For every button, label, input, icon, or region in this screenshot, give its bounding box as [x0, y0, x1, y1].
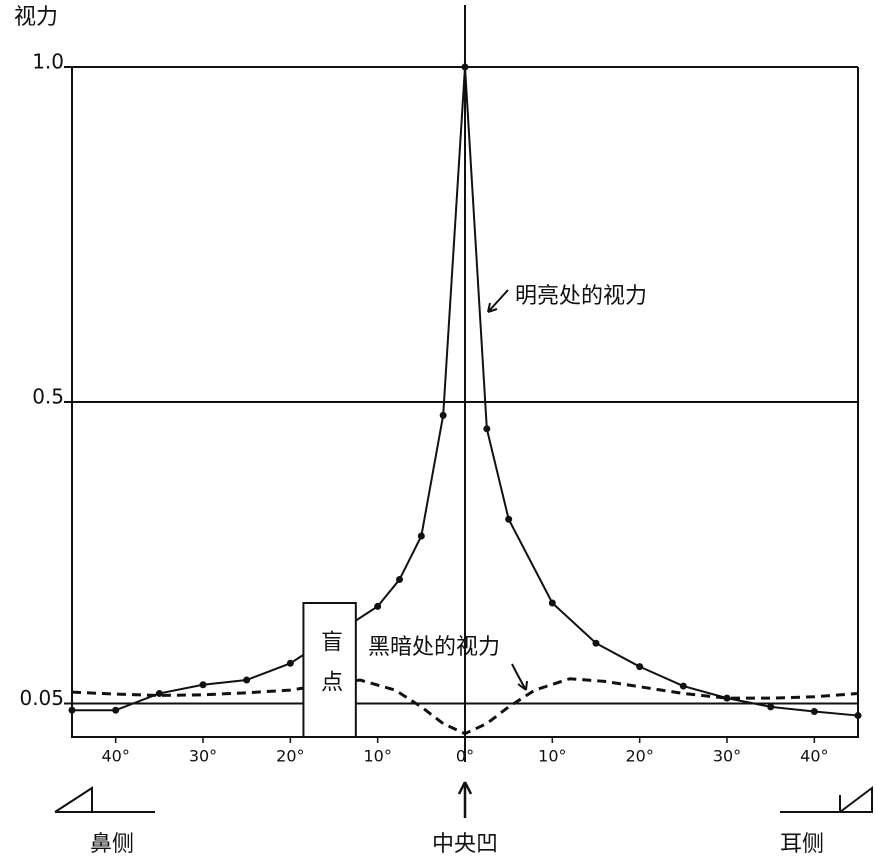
x-tick-label: 10°: [538, 747, 566, 766]
data-point: [374, 602, 382, 610]
dark-arrow: [511, 663, 528, 691]
data-point: [155, 689, 163, 697]
series-line: [71, 677, 859, 736]
data-point: [592, 639, 600, 647]
x-tick-label: 30°: [189, 747, 217, 766]
bright-label: 明亮处的视力: [515, 284, 647, 309]
temporal-label: 耳侧: [780, 832, 824, 857]
x-tick-label: 20°: [276, 747, 304, 766]
data-point: [112, 706, 120, 714]
fovea-label: 中央凹: [432, 832, 498, 857]
data-point: [286, 659, 294, 667]
x-tick-label: 40°: [101, 747, 129, 766]
data-point: [723, 694, 731, 702]
data-point: [810, 708, 818, 716]
x-tick-label: 40°: [800, 747, 828, 766]
dark-label: 黑暗处的视力: [368, 635, 500, 660]
blind-spot-label: 盲点: [317, 630, 343, 710]
fovea-arrow: [457, 781, 473, 818]
nasal-label: 鼻侧: [90, 832, 134, 857]
data-point: [461, 63, 469, 71]
bright-arrow: [487, 289, 509, 313]
x-tick-label: 20°: [625, 747, 653, 766]
data-point: [68, 706, 76, 714]
data-point: [199, 681, 207, 689]
data-point: [483, 425, 491, 433]
x-tick-label: 30°: [713, 747, 741, 766]
y-tick-label: 0.05: [19, 686, 64, 710]
y-tick-label: 1.0: [32, 50, 64, 74]
data-point: [636, 663, 644, 671]
data-point: [396, 576, 403, 584]
data-point: [767, 703, 775, 711]
x-tick-label: 10°: [363, 747, 391, 766]
data-point: [854, 712, 862, 720]
y-tick-label: 0.5: [32, 385, 64, 409]
nasal-icon: [54, 786, 155, 813]
data-point: [548, 599, 556, 607]
blind-spot: [302, 602, 357, 738]
data-point: [505, 515, 513, 523]
y-axis-label: 视力: [14, 5, 58, 30]
data-point: [439, 411, 447, 419]
data-point: [243, 676, 251, 684]
data-point: [679, 682, 687, 690]
temporal-icon: [780, 786, 873, 813]
data-point: [417, 532, 425, 540]
